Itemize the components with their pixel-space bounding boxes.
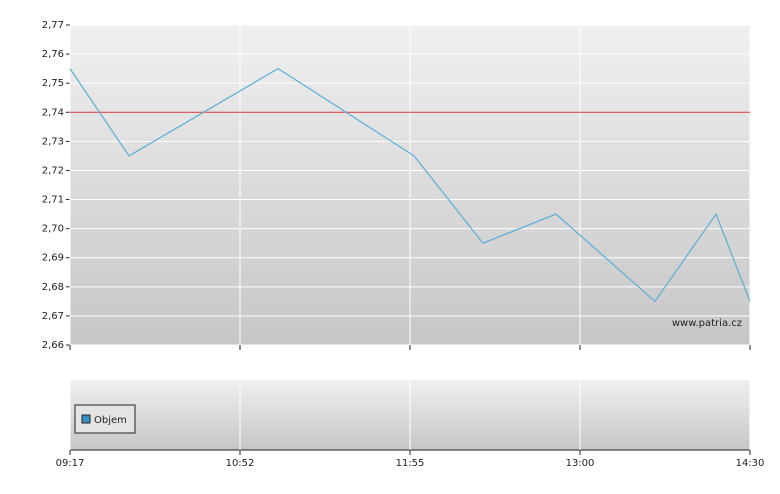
y-tick-label: 2,74 xyxy=(42,107,64,118)
x-tick-label: 09:17 xyxy=(56,458,85,469)
watermark: www.patria.cz xyxy=(672,318,742,329)
y-tick-label: 2,67 xyxy=(42,311,64,322)
y-tick-label: 2,76 xyxy=(42,49,64,60)
x-tick-label: 14:30 xyxy=(736,458,765,469)
x-tick-label: 11:55 xyxy=(396,458,425,469)
legend-swatch xyxy=(81,414,91,424)
x-tick-label: 13:00 xyxy=(566,458,595,469)
y-tick-label: 2,70 xyxy=(42,224,64,235)
legend-label: Objem xyxy=(94,415,127,426)
y-tick-label: 2,66 xyxy=(42,340,64,351)
y-tick-label: 2,77 xyxy=(42,20,64,31)
y-tick-label: 2,68 xyxy=(42,282,64,293)
y-tick-label: 2,72 xyxy=(42,165,64,176)
x-tick-label: 10:52 xyxy=(226,458,255,469)
y-tick-label: 2,69 xyxy=(42,253,64,264)
line xyxy=(69,67,751,303)
y-tick-label: 2,73 xyxy=(42,136,64,147)
y-tick-label: 2,71 xyxy=(42,195,64,206)
y-tick-label: 2,75 xyxy=(42,78,64,89)
